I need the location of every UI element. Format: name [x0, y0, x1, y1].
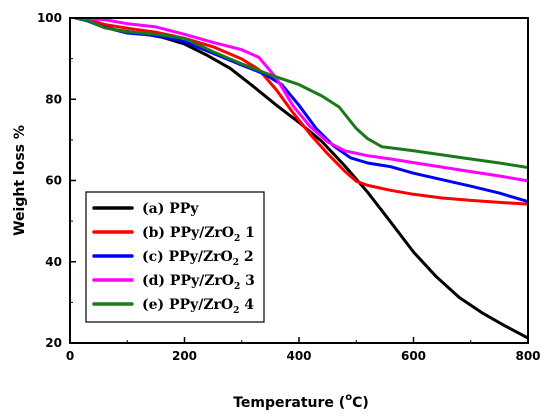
legend-entry-b: (b) PPy/ZrO2 1 — [142, 225, 255, 244]
x-tick-label: 800 — [515, 349, 540, 363]
x-tick-label: 200 — [172, 349, 197, 363]
y-tick-label: 100 — [37, 11, 62, 25]
x-tick-label: 0 — [66, 349, 74, 363]
series-line-d — [74, 18, 528, 183]
series-line-c — [74, 18, 528, 204]
series-line-b — [74, 18, 528, 206]
ticks-layer: 0 200 400 600 800 20 40 60 80 100 — [37, 11, 541, 363]
legend-entry-c: (c) PPy/ZrO2 2 — [142, 249, 254, 268]
y-tick-label: 20 — [45, 336, 62, 350]
legend: (a) PPy (b) PPy/ZrO2 1 (c) PPy/ZrO2 2 (d) P… — [85, 191, 265, 323]
x-axis-label: Temperature (oC) — [233, 392, 369, 411]
legend-entry-e: (e) PPy/ZrO2 4 — [142, 297, 254, 316]
y-tick-label: 60 — [45, 174, 62, 188]
y-tick-label: 40 — [45, 255, 62, 269]
x-axis-label-prefix: Temperature ( — [233, 395, 345, 411]
legend-entry-a: (a) PPy — [142, 201, 199, 217]
y-axis-label: Weight loss % — [12, 125, 28, 236]
y-tick-label: 80 — [45, 92, 62, 106]
series-layer — [74, 18, 528, 340]
x-axis-label-degree: o — [345, 392, 352, 403]
x-tick-label: 600 — [401, 349, 426, 363]
series-line-e — [74, 18, 528, 169]
x-axis-label-unit: C) — [352, 395, 369, 411]
x-tick-label: 400 — [286, 349, 311, 363]
legend-entry-d: (d) PPy/ZrO2 3 — [142, 273, 255, 292]
